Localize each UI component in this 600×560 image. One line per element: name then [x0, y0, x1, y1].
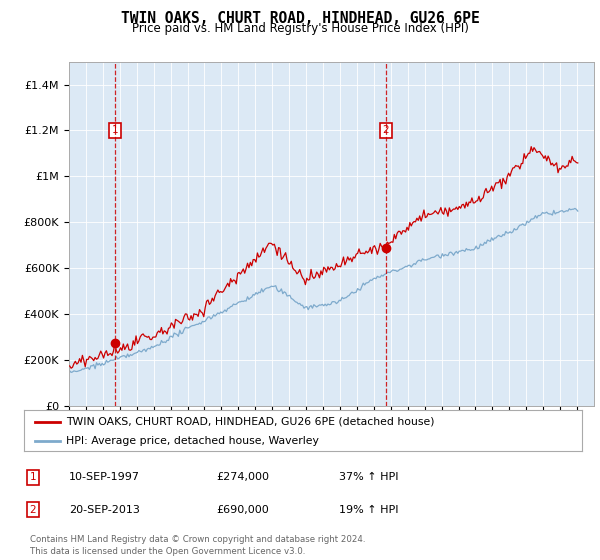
Text: 1: 1 — [112, 125, 118, 136]
Text: 37% ↑ HPI: 37% ↑ HPI — [339, 472, 398, 482]
Text: £274,000: £274,000 — [216, 472, 269, 482]
Text: 1: 1 — [29, 472, 37, 482]
Text: 20-SEP-2013: 20-SEP-2013 — [69, 505, 140, 515]
Text: This data is licensed under the Open Government Licence v3.0.: This data is licensed under the Open Gov… — [30, 547, 305, 556]
Text: 2: 2 — [29, 505, 37, 515]
Text: Price paid vs. HM Land Registry's House Price Index (HPI): Price paid vs. HM Land Registry's House … — [131, 22, 469, 35]
Text: 2: 2 — [383, 125, 389, 136]
Text: 10-SEP-1997: 10-SEP-1997 — [69, 472, 140, 482]
Text: HPI: Average price, detached house, Waverley: HPI: Average price, detached house, Wave… — [66, 436, 319, 446]
Text: Contains HM Land Registry data © Crown copyright and database right 2024.: Contains HM Land Registry data © Crown c… — [30, 535, 365, 544]
Text: TWIN OAKS, CHURT ROAD, HINDHEAD, GU26 6PE: TWIN OAKS, CHURT ROAD, HINDHEAD, GU26 6P… — [121, 11, 479, 26]
Text: 19% ↑ HPI: 19% ↑ HPI — [339, 505, 398, 515]
Text: TWIN OAKS, CHURT ROAD, HINDHEAD, GU26 6PE (detached house): TWIN OAKS, CHURT ROAD, HINDHEAD, GU26 6P… — [66, 417, 434, 427]
Text: £690,000: £690,000 — [216, 505, 269, 515]
